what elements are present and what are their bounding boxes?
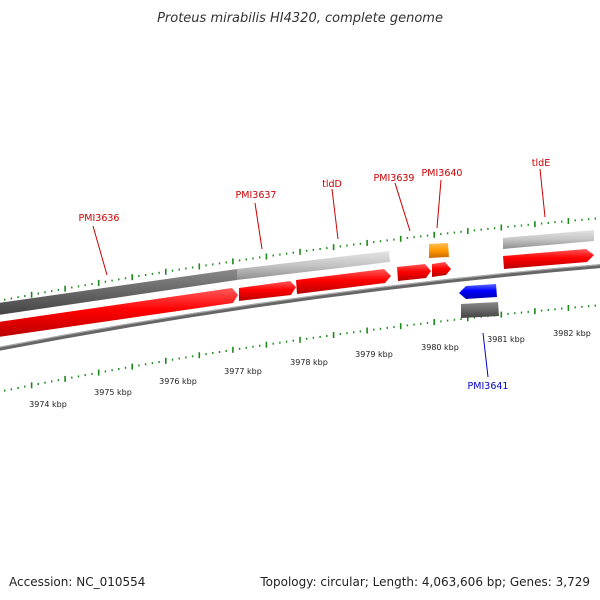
gene-label-tlde[interactable]: tldE bbox=[532, 158, 550, 169]
genome-backbone bbox=[0, 264, 600, 351]
locus-bar-light-tldE bbox=[503, 230, 594, 249]
gene-label-pmi3637[interactable]: PMI3637 bbox=[236, 190, 277, 201]
scale-label: 3980 kbp bbox=[421, 343, 459, 352]
gene-arrow-pmi3641[interactable] bbox=[459, 284, 497, 299]
gene-label-tldd[interactable]: tldD bbox=[322, 179, 342, 190]
map-title: Proteus mirabilis HI4320, complete genom… bbox=[157, 11, 443, 26]
gene-label-pmi3641[interactable]: PMI3641 bbox=[468, 381, 509, 392]
scale-labels: 3974 kbp 3975 kbp 3976 kbp 3977 kbp 3978… bbox=[29, 329, 591, 409]
accession-text: Accession: NC_010554 bbox=[9, 575, 145, 589]
scale-label: 3976 kbp bbox=[159, 377, 197, 386]
gene-label-lines bbox=[92, 168, 546, 378]
gene-label-pmi3640[interactable]: PMI3640 bbox=[422, 168, 463, 179]
gene-arrow-pmi3637[interactable] bbox=[239, 281, 296, 301]
gene-arrow-pmi3639[interactable] bbox=[397, 264, 431, 281]
scale-label: 3978 kbp bbox=[290, 358, 328, 367]
scale-label: 3975 kbp bbox=[94, 388, 132, 397]
gene-arrow-pmi3640[interactable] bbox=[432, 262, 451, 277]
locus-bar-pmi3641 bbox=[461, 302, 499, 318]
gene-arrow-tldd[interactable] bbox=[296, 269, 391, 294]
locus-bar-dark bbox=[0, 269, 237, 315]
gene-arrow-pmi3636[interactable] bbox=[0, 288, 238, 337]
scale-label: 3979 kbp bbox=[355, 350, 393, 359]
scale-label: 3974 kbp bbox=[29, 400, 67, 409]
scale-label: 3981 kbp bbox=[487, 335, 525, 344]
upper-tick-track bbox=[3, 217, 596, 301]
genome-backbone-highlight bbox=[0, 264, 600, 348]
rna-feature-orange[interactable] bbox=[429, 243, 449, 258]
locus-bar-light bbox=[237, 251, 390, 280]
gene-label-pmi3639[interactable]: PMI3639 bbox=[374, 173, 415, 184]
scale-label: 3982 kbp bbox=[553, 329, 591, 338]
gene-label-pmi3636[interactable]: PMI3636 bbox=[79, 213, 120, 224]
lower-tick-track bbox=[3, 304, 596, 392]
gene-arrow-tlde[interactable] bbox=[503, 249, 594, 269]
scale-label: 3977 kbp bbox=[224, 367, 262, 376]
genome-summary-text: Topology: circular; Length: 4,063,606 bp… bbox=[259, 575, 590, 589]
